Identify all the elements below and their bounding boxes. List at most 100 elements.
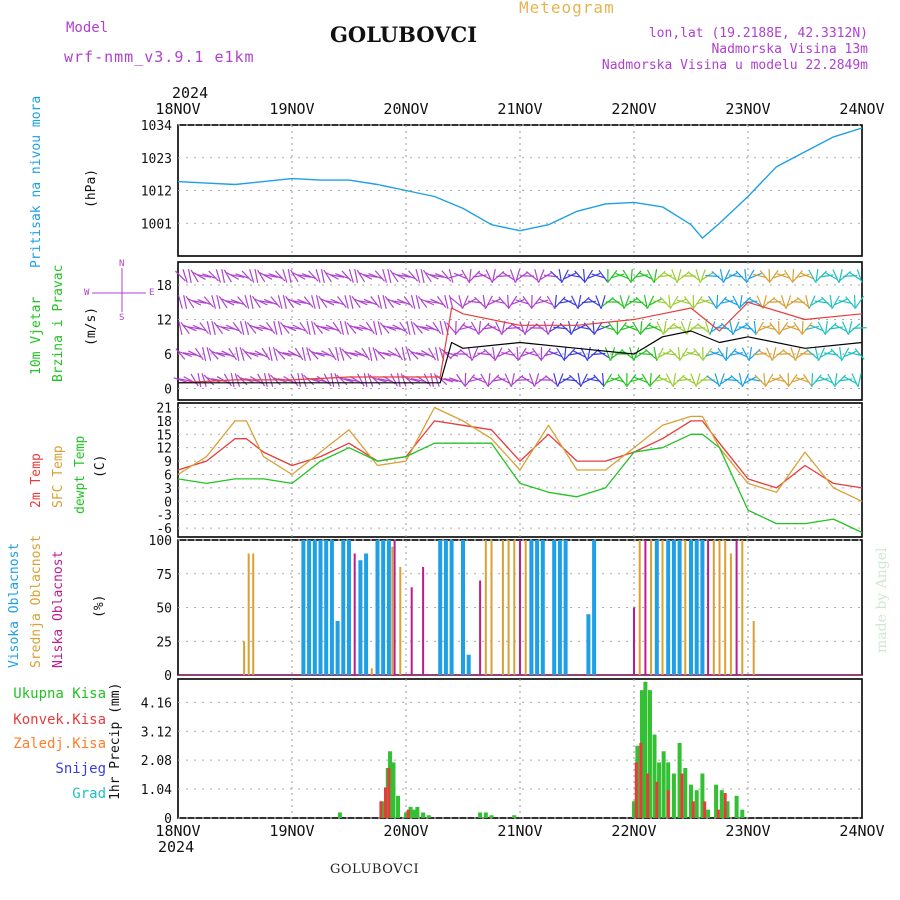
wind-arrow [653,269,658,283]
wind-arrow [325,272,339,280]
wind-arrow [570,321,579,335]
wind-arrow [449,377,463,383]
wind-arrow [294,347,304,361]
wind-arrow [202,273,216,279]
cloud-bar-cloud_high [375,540,380,675]
wind-arrow [357,373,365,387]
cloud-bar-cloud_mid [638,540,641,675]
wind-arrow [394,347,403,361]
wind-arrow [480,373,489,387]
wind-arrow [177,295,183,309]
y-tick-temperature: 9 [164,455,172,470]
wind-arrow [401,273,416,279]
wind-arrow [261,347,271,361]
wind-arrow [498,296,509,308]
precip-bar-precip_total [396,795,401,818]
wind-arrow [729,321,734,335]
wind-arrow [706,375,719,385]
wind-arrow [303,296,314,308]
wind-arrow [802,373,812,387]
y-tick-precipitation: 2.08 [141,754,172,769]
footer-station: GOLUBOVCI [330,862,420,877]
wind-arrow [444,351,458,357]
wind-arrow [254,350,268,358]
cloud-bar-cloud_mid [724,540,727,675]
wind-arrow [769,269,779,283]
wind-arrow [510,299,525,305]
wind-arrow [693,295,703,309]
model-name: wrf-nmm_v3.9.1 e1km [64,48,255,66]
wind-arrow [382,295,387,309]
cloud-bar-cloud_high [335,621,340,675]
wind-arrow [482,294,487,310]
wind-arrow [617,322,627,334]
wind-arrow [718,373,725,387]
wind-arrow [633,347,640,361]
wind-arrow [403,296,414,308]
wind-arrow [776,273,791,279]
cloud-bar-cloud_mid [650,540,653,675]
wind-arrow [488,374,500,386]
wind-arrow [249,295,254,309]
wind-arrow [211,350,226,358]
wind-arrow [391,300,406,304]
wind-arrow [730,374,742,386]
wind-arrow [415,269,421,283]
wind-arrow [258,300,273,304]
wind-arrow [676,269,682,283]
wind-arrow [190,373,199,387]
legend-total-rain: Ukupna Kisa [13,686,106,702]
wind-arrow [479,322,490,334]
wind-arrow [192,324,207,332]
wind-arrow [226,272,240,280]
wind-arrow [218,295,228,309]
wind-arrow [183,324,197,332]
wind-arrow [595,295,602,309]
wind-arrow [605,376,620,384]
wind-arrow [600,325,615,331]
cloud-bar-cloud_low [479,580,482,675]
wind-arrow [190,269,199,283]
wind-arrow [801,320,804,336]
cloud-bar-cloud_high [586,614,591,675]
precip-bar-precip_total [694,790,699,818]
y-tick-clouds: 75 [156,568,172,583]
y-tick-pressure: 1012 [141,185,172,200]
wind-arrow [635,296,647,308]
cloud-bar-cloud_low [410,587,413,675]
wind-arrow [359,272,373,280]
wind-arrow [830,348,842,360]
wind-arrow [387,298,401,306]
cloud-bar-cloud_low [633,607,635,675]
wind-arrow [841,347,850,361]
wind-arrow [607,270,618,282]
cloud-bar-cloud_high [381,540,386,675]
wind-arrow [781,325,796,331]
wind-arrow [567,274,582,278]
wind-arrow [677,346,681,362]
wind-arrow [185,295,195,309]
wind-arrow [735,270,747,282]
wind-arrow [665,373,674,387]
cloud-bar-cloud_high [347,540,351,675]
wind-arrow [387,326,402,330]
wind-arrow [430,373,434,387]
wind-arrow [699,269,706,283]
cloud-bar-cloud_mid [524,540,527,675]
wind-arrow [538,269,545,283]
precip-bar-precip_total [671,773,676,818]
precip-bar-precip_total [689,784,693,818]
wind-arrow [509,269,516,283]
wind-arrow [571,295,579,309]
cloud-bar-cloud_mid [391,546,394,675]
wind-arrow [330,274,345,278]
wind-arrow [450,297,462,307]
x-tick-top-20NOV: 20NOV [383,100,428,118]
precip-bar-precip_total [677,742,682,818]
legend-frozen-rain: Zaledj.Kisa [13,736,106,752]
wind-arrow [311,351,325,357]
legend-conv-rain: Konvek.Kisa [13,712,106,728]
wind-arrow [687,271,700,281]
wind-arrow [199,322,209,334]
wind-arrow [287,269,292,283]
